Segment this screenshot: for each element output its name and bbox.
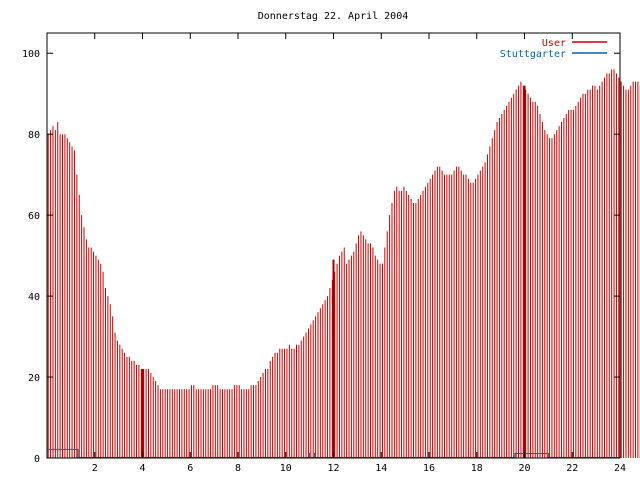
x-tick-label: 12 <box>327 463 339 474</box>
y-tick-label: 40 <box>28 292 40 303</box>
x-tick-label: 16 <box>423 463 435 474</box>
x-tick-label: 24 <box>614 463 626 474</box>
x-tick-label: 4 <box>139 463 145 474</box>
y-tick-label: 60 <box>28 211 40 222</box>
x-tick-label: 22 <box>566 463 578 474</box>
legend-stuttgarter-label: Stuttgarter <box>500 49 566 60</box>
x-tick-label: 20 <box>518 463 530 474</box>
stuttgarter-series-layer <box>47 448 620 458</box>
y-tick-label: 20 <box>28 373 40 384</box>
y-tick-label: 100 <box>22 49 40 60</box>
legend: User Stuttgarter <box>500 38 607 60</box>
y-tick-label: 80 <box>28 130 40 141</box>
bars-layer <box>47 69 640 458</box>
legend-user-label: User <box>542 38 566 49</box>
x-tick-label: 2 <box>92 463 98 474</box>
x-tick-label: 18 <box>471 463 483 474</box>
x-tick-label: 14 <box>375 463 387 474</box>
x-tick-label: 10 <box>280 463 292 474</box>
x-tick-label: 8 <box>235 463 241 474</box>
x-tick-label: 6 <box>187 463 193 474</box>
chart-title: Donnerstag 22. April 2004 <box>258 11 409 22</box>
series-line-stuttgarter <box>47 448 620 458</box>
y-tick-label: 0 <box>34 454 40 465</box>
